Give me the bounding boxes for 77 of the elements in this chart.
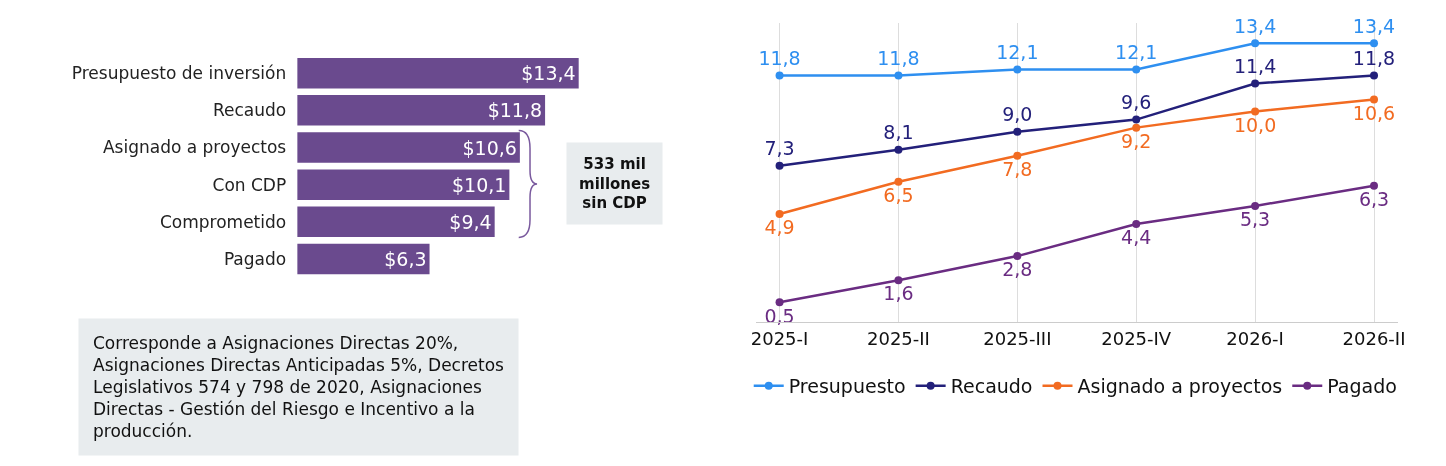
- point: [1370, 95, 1379, 104]
- data-label: 1,6: [883, 282, 914, 305]
- data-label: 9,6: [1121, 90, 1152, 113]
- point: [1370, 181, 1379, 190]
- point: [1370, 71, 1379, 80]
- data-label: 13,4: [1352, 14, 1396, 37]
- x-tick-label: 2025-IV: [1101, 327, 1172, 349]
- data-label: 13,4: [1233, 14, 1277, 37]
- data-label: 9,2: [1121, 129, 1152, 152]
- data-label: $9,4: [449, 210, 492, 233]
- x-tick-label: 2026-I: [1226, 327, 1284, 349]
- point: [775, 161, 784, 170]
- point: [775, 298, 784, 307]
- y-tick-label: Asignado a proyectos: [102, 137, 287, 158]
- point: [894, 71, 903, 80]
- data-label: $13,4: [521, 62, 576, 85]
- y-tick-label: Comprometido: [159, 211, 287, 232]
- point: [1251, 201, 1260, 210]
- x-tick-label: 2025-III: [983, 327, 1052, 349]
- point: [1013, 252, 1022, 261]
- point: [1013, 151, 1022, 160]
- x-tick-label: 2026-II: [1342, 327, 1406, 349]
- point: [894, 145, 903, 154]
- point: [1251, 79, 1260, 88]
- data-label: $10,1: [451, 173, 507, 196]
- bar: [297, 95, 546, 126]
- data-label: 11,8: [877, 46, 920, 69]
- y-tick-label: Con CDP: [212, 174, 287, 195]
- data-label: 6,5: [883, 184, 914, 207]
- x-tick-label: 2025-I: [750, 327, 809, 349]
- data-label: 10,6: [1352, 101, 1396, 124]
- data-label: $11,8: [487, 99, 543, 122]
- legend-label: Presupuesto: [788, 375, 906, 398]
- bar: [297, 169, 510, 200]
- data-label: 12,1: [1115, 40, 1158, 63]
- y-tick-label: Recaudo: [212, 100, 287, 121]
- point: [1370, 39, 1379, 48]
- y-tick-label: Presupuesto de inversión: [71, 63, 287, 84]
- y-tick-label: Pagado: [223, 248, 287, 269]
- text: Corresponde a Asignaciones Directas 20%, Asignaciones Directas Anticipadas 5%, Decretos Legislativos 574 y 798 de 2020, Asignaciones Directas - Gestión del Riesgo e Incentivo a la producción.: [93, 333, 505, 442]
- data-label: 11,8: [1352, 46, 1396, 69]
- data-label: 9,0: [1002, 102, 1033, 125]
- bar: [297, 57, 579, 89]
- bar: [297, 243, 430, 275]
- point: [1013, 65, 1022, 74]
- data-label: 7,3: [764, 137, 795, 160]
- data-label: 5,3: [1240, 208, 1271, 231]
- point: [1132, 123, 1141, 132]
- point: [894, 177, 903, 186]
- point: [894, 276, 903, 285]
- point: [1132, 219, 1141, 228]
- data-label: 10,0: [1233, 113, 1277, 136]
- legend-label: Asignado a proyectos: [1077, 375, 1283, 398]
- point: [1132, 65, 1141, 74]
- point: [1132, 115, 1141, 124]
- text: 533 mil millones sin CDP: [579, 155, 651, 212]
- point: [1251, 107, 1260, 116]
- point: [1013, 127, 1022, 136]
- legend-label: Recaudo: [950, 375, 1033, 398]
- point: [1251, 39, 1260, 48]
- data-label: 7,8: [1002, 157, 1033, 180]
- data-label: $10,6: [462, 136, 517, 159]
- point: [775, 209, 784, 218]
- data-label: $6,3: [384, 248, 427, 271]
- legend-label: Pagado: [1327, 375, 1397, 398]
- data-label: 11,8: [758, 46, 801, 69]
- x-tick-label: 2025-II: [866, 327, 930, 349]
- data-label: 12,1: [996, 40, 1039, 63]
- data-label: 11,4: [1233, 54, 1277, 77]
- data-label: 8,1: [883, 120, 914, 143]
- data-label: 6,3: [1358, 188, 1390, 211]
- point: [775, 71, 784, 80]
- data-label: 4,4: [1121, 226, 1152, 249]
- data-label: 2,8: [1002, 258, 1033, 281]
- bar: [297, 132, 520, 163]
- bar: [297, 206, 495, 238]
- data-label: 4,9: [764, 216, 795, 239]
